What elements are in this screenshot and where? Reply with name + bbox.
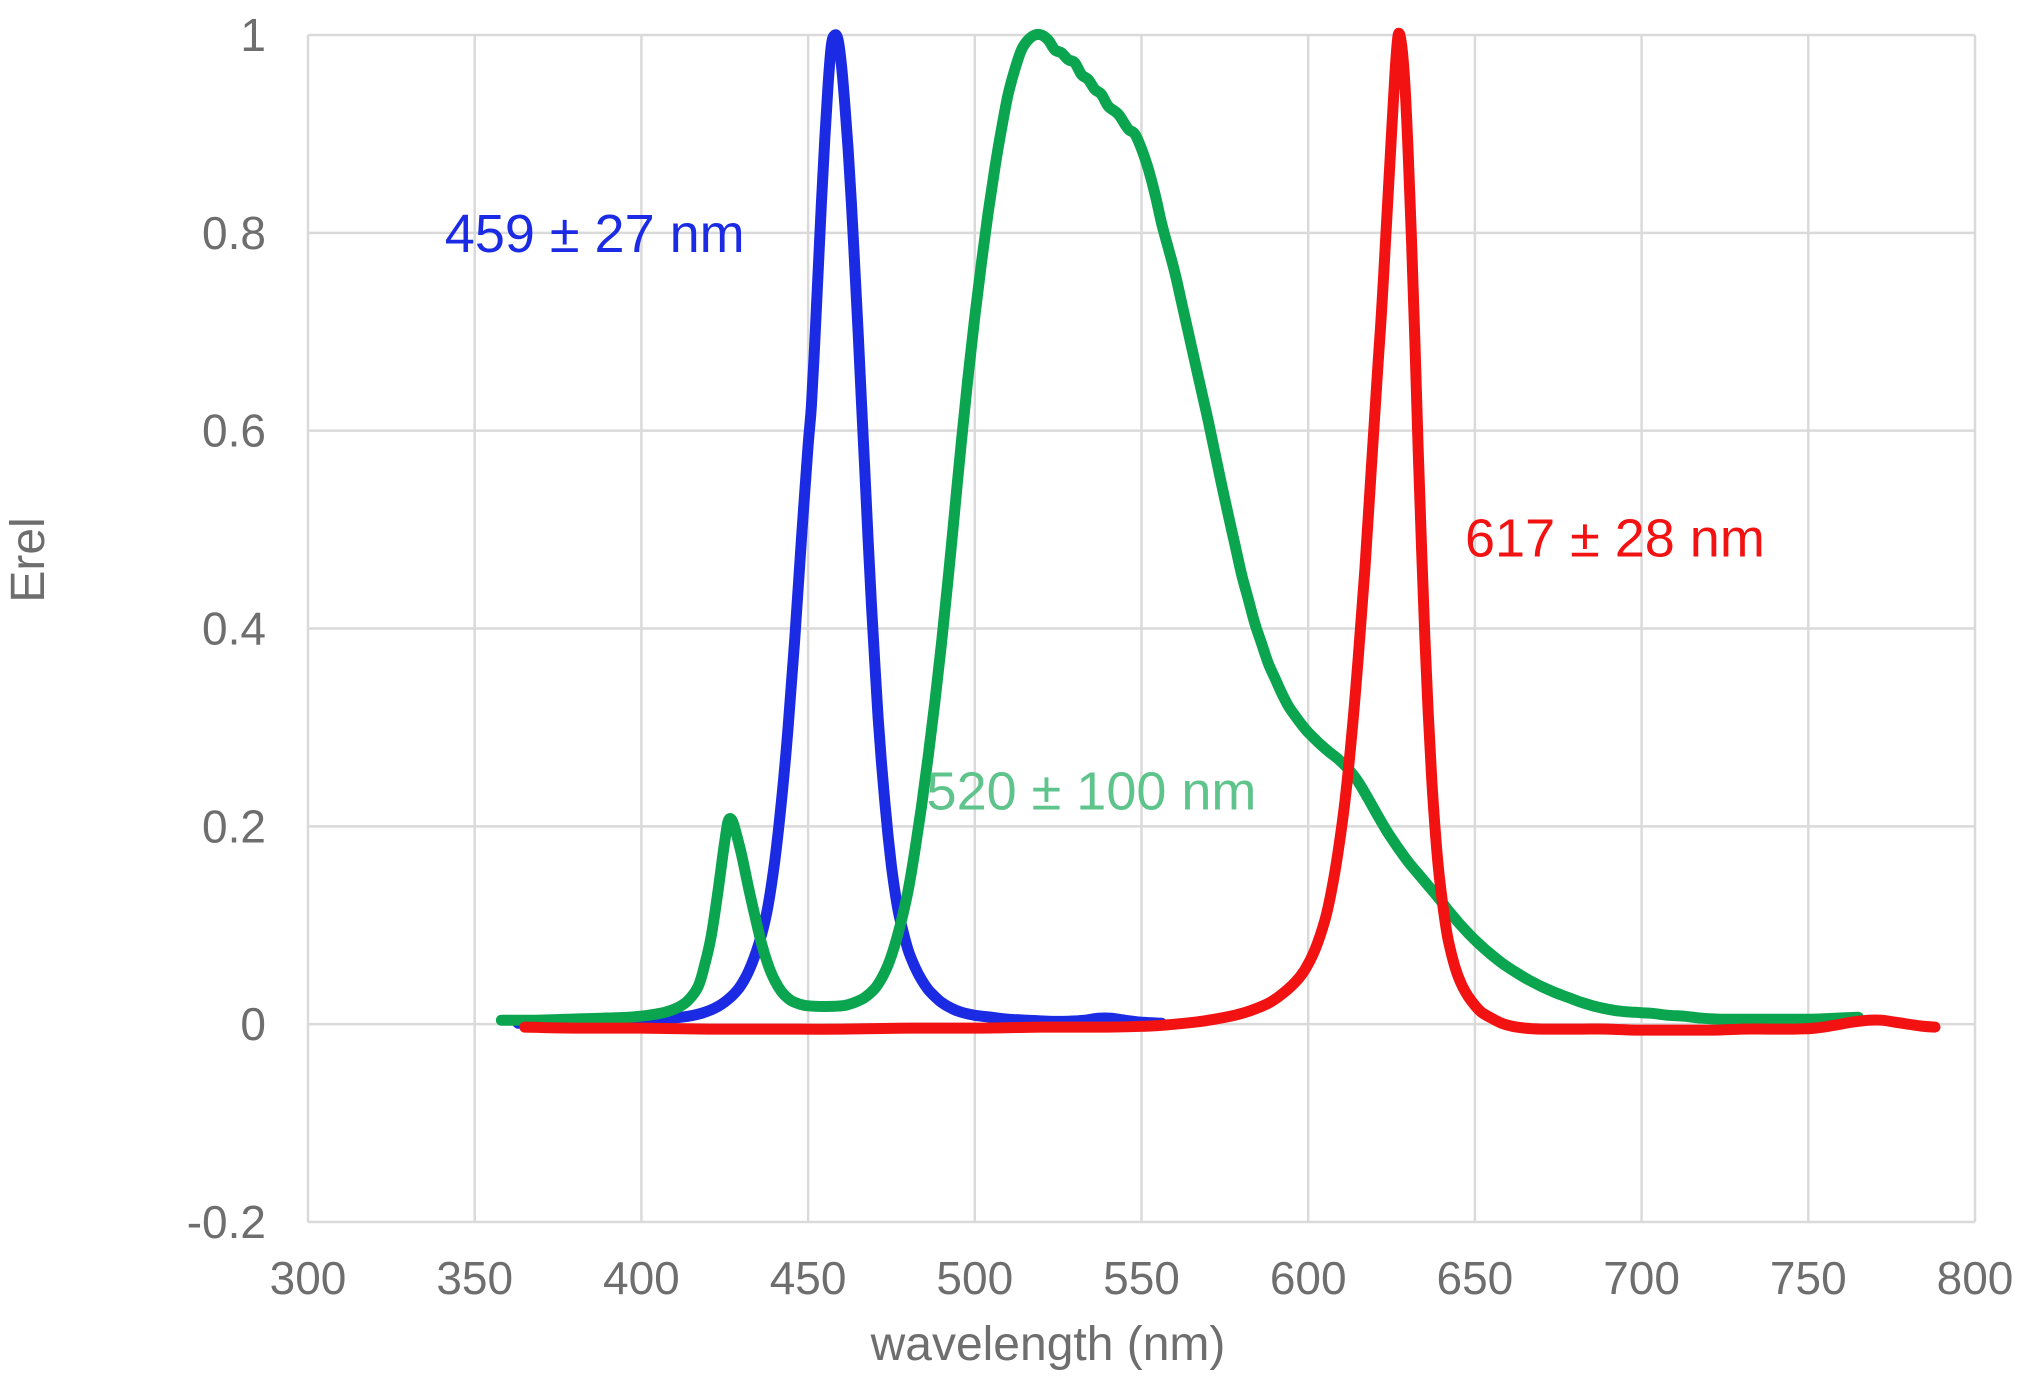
annotation-red-peak: 617 ± 28 nm [1465, 508, 1765, 568]
y-tick-label-0.4: 0.4 [202, 603, 266, 655]
y-axis-title: Erel [2, 517, 55, 602]
annotation-green-peak: 520 ± 100 nm [927, 762, 1257, 822]
x-tick-label-500: 500 [936, 1252, 1013, 1304]
x-tick-label-650: 650 [1437, 1252, 1514, 1304]
y-tick-label-0.2: 0.2 [202, 800, 266, 852]
x-tick-label-750: 750 [1770, 1252, 1847, 1304]
x-axis-tick-labels: 300 350 400 450 500 550 600 650 700 750 800 [270, 1252, 2014, 1304]
x-tick-label-700: 700 [1603, 1252, 1680, 1304]
x-tick-label-800: 800 [1937, 1252, 2014, 1304]
series-lines [495, 27, 1941, 1036]
y-tick-label-0.8: 0.8 [202, 207, 266, 259]
x-tick-label-400: 400 [603, 1252, 680, 1304]
blue-series-line [512, 29, 1167, 1029]
x-tick-label-450: 450 [770, 1252, 847, 1304]
y-tick-label-0: 0 [240, 998, 266, 1050]
x-tick-label-350: 350 [436, 1252, 513, 1304]
red-series-line [519, 27, 1941, 1036]
y-tick-label-0.6: 0.6 [202, 405, 266, 457]
annotation-blue-peak: 459 ± 27 nm [445, 204, 745, 264]
y-axis-tick-labels: -0.2 0 0.2 0.4 0.6 0.8 1 [187, 9, 266, 1248]
x-axis-title: wavelength (nm) [870, 1318, 1226, 1371]
x-tick-label-300: 300 [270, 1252, 347, 1304]
y-tick-label-1: 1 [240, 9, 266, 61]
green-series-line [495, 28, 1864, 1026]
y-tick-label--0.2: -0.2 [187, 1196, 266, 1248]
x-tick-label-600: 600 [1270, 1252, 1347, 1304]
x-tick-label-550: 550 [1103, 1252, 1180, 1304]
